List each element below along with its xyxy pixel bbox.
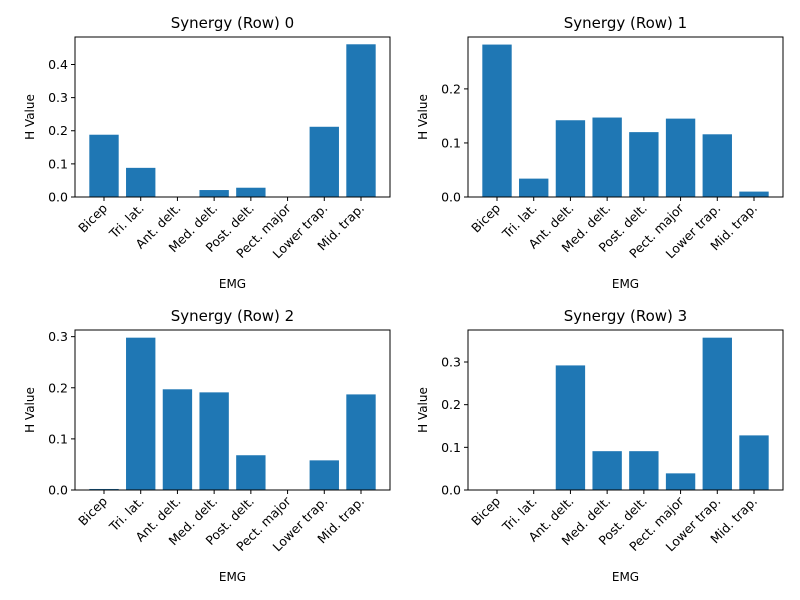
bar-1-3 <box>592 117 622 197</box>
axes-frame-0 <box>74 36 391 198</box>
xtick-label-2-0: Bicep <box>75 493 110 528</box>
bar-2-4 <box>236 455 266 490</box>
bar-3-2 <box>555 365 586 490</box>
ytick-label-2-0: 0.0 <box>48 483 68 498</box>
axes-frame-1 <box>467 36 784 198</box>
ytick-label-1-0: 0.0 <box>441 190 461 205</box>
bar-3-6 <box>702 337 732 490</box>
ytick-label-1-1: 0.1 <box>441 135 461 150</box>
bar-0-6 <box>309 126 339 197</box>
ytick-label-2-1: 0.1 <box>48 431 68 446</box>
bar-0-7 <box>346 44 376 198</box>
ytick-label-3-3: 0.3 <box>441 355 461 370</box>
ytick-label-3-2: 0.2 <box>441 397 461 412</box>
bar-1-5 <box>665 118 696 197</box>
bar-3-5 <box>665 473 696 490</box>
bar-3-3 <box>592 451 622 490</box>
xtick-label-3-0: Bicep <box>468 493 503 528</box>
xtick-label-0-0: Bicep <box>75 200 110 235</box>
ytick-label-0-3: 0.3 <box>48 90 68 105</box>
chart-title-3: Synergy (Row) 3 <box>564 307 687 325</box>
bar-0-4 <box>236 187 266 197</box>
bar-1-0 <box>482 44 512 197</box>
bar-1-6 <box>702 134 732 197</box>
bar-1-2 <box>555 120 586 197</box>
chart-title-1: Synergy (Row) 1 <box>564 14 687 32</box>
axes-frame-2 <box>74 329 391 491</box>
bar-2-0 <box>89 488 119 490</box>
ytick-label-3-0: 0.0 <box>441 483 461 498</box>
ytick-label-2-3: 0.3 <box>48 329 68 344</box>
bar-0-0 <box>89 134 119 197</box>
bar-1-4 <box>629 132 659 197</box>
ytick-label-2-2: 0.2 <box>48 380 68 395</box>
y-axis-label-1: H Value <box>416 94 430 140</box>
ytick-label-1-2: 0.2 <box>441 81 461 96</box>
chart-title-0: Synergy (Row) 0 <box>171 14 294 32</box>
bar-2-3 <box>199 392 229 490</box>
ytick-label-0-0: 0.0 <box>48 190 68 205</box>
bar-0-1 <box>126 167 156 197</box>
chart-title-2: Synergy (Row) 2 <box>171 307 294 325</box>
bar-3-4 <box>629 451 659 490</box>
x-axis-label-2: EMG <box>219 570 246 584</box>
ytick-label-0-2: 0.2 <box>48 123 68 138</box>
xtick-label-1-0: Bicep <box>468 200 503 235</box>
bar-0-3 <box>199 190 229 197</box>
ytick-label-0-4: 0.4 <box>48 57 68 72</box>
x-axis-label-3: EMG <box>612 570 639 584</box>
x-axis-label-0: EMG <box>219 277 246 291</box>
bar-3-7 <box>739 435 769 490</box>
bar-1-1 <box>519 178 549 197</box>
bar-1-7 <box>739 191 769 197</box>
bar-2-7 <box>346 394 376 490</box>
bar-2-6 <box>309 460 339 490</box>
y-axis-label-2: H Value <box>23 387 37 433</box>
x-axis-label-1: EMG <box>612 277 639 291</box>
ytick-label-0-1: 0.1 <box>48 156 68 171</box>
bar-2-2 <box>162 389 193 490</box>
y-axis-label-3: H Value <box>416 387 430 433</box>
ytick-label-3-1: 0.1 <box>441 440 461 455</box>
axes-frame-3 <box>467 329 784 491</box>
y-axis-label-0: H Value <box>23 94 37 140</box>
bar-2-1 <box>126 337 156 490</box>
